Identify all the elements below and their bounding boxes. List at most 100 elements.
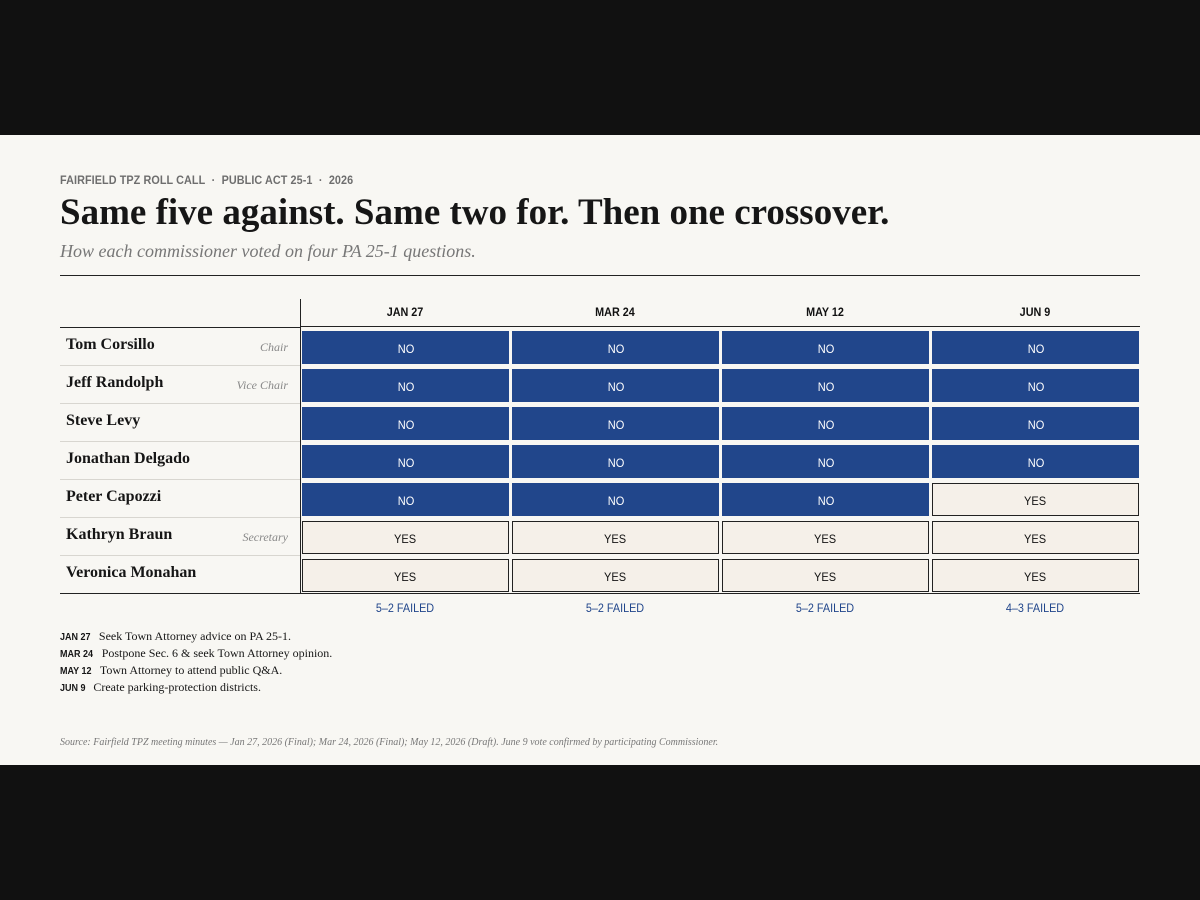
vote-label: YES: [1024, 494, 1047, 508]
vote-cell-no: NO: [302, 483, 509, 516]
vote-cell-yes: YES: [302, 559, 509, 592]
vote-label: YES: [604, 570, 627, 584]
vote-label: NO: [817, 418, 834, 432]
vote-label: NO: [397, 494, 414, 508]
vote-cell-no: NO: [932, 331, 1139, 364]
note-date: JAN 27: [60, 632, 91, 643]
commissioner-name: Steve Levy: [66, 412, 141, 429]
note-text: Seek Town Attorney advice on PA 25-1.: [98, 629, 292, 643]
commissioner-row: Jonathan Delgado: [60, 442, 300, 480]
commissioner-role: Vice Chair: [236, 378, 288, 392]
vote-label: YES: [814, 532, 837, 546]
vote-label: NO: [397, 380, 414, 394]
commissioner-row: Kathryn Braun Secretary: [60, 518, 300, 556]
vote-cell-no: NO: [512, 407, 719, 440]
vote-cell-no: NO: [302, 407, 509, 440]
vote-label: NO: [817, 342, 834, 356]
vote-cell-no: NO: [722, 445, 929, 478]
commissioner-name: Kathryn Braun: [66, 526, 173, 543]
vote-label: NO: [397, 342, 414, 356]
vote-label: NO: [817, 494, 834, 508]
vote-label: YES: [394, 532, 417, 546]
commissioner-role: Secretary: [242, 530, 288, 544]
vote-cell-yes: YES: [932, 483, 1139, 516]
vote-result: 5–2 FAILED: [375, 601, 435, 615]
vote-cell-no: NO: [722, 483, 929, 516]
vote-cell-yes: YES: [722, 521, 929, 554]
column-header: MAY 12: [806, 305, 844, 319]
question-notes: JAN 27 Seek Town Attorney advice on PA 2…: [60, 629, 332, 697]
vote-label: YES: [604, 532, 627, 546]
vote-cell-no: NO: [512, 483, 719, 516]
vote-result: 5–2 FAILED: [585, 601, 645, 615]
commissioner-role: Chair: [259, 340, 288, 354]
commissioner-name: Tom Corsillo: [66, 336, 155, 353]
vote-cell-yes: YES: [722, 559, 929, 592]
vote-cell-no: NO: [722, 331, 929, 364]
vote-label: NO: [1027, 342, 1044, 356]
vote-label: NO: [1027, 418, 1044, 432]
column-header: JAN 27: [386, 305, 424, 319]
vote-label: NO: [397, 418, 414, 432]
vote-result: 5–2 FAILED: [795, 601, 855, 615]
vote-label: NO: [1027, 456, 1044, 470]
vote-label: NO: [607, 494, 624, 508]
vote-cell-no: NO: [512, 369, 719, 402]
commissioner-name: Peter Capozzi: [66, 488, 162, 505]
source-note: Source: Fairfield TPZ meeting minutes — …: [60, 737, 719, 748]
header-divider: [300, 326, 1140, 327]
vote-cell-yes: YES: [932, 521, 1139, 554]
commissioner-row: Peter Capozzi: [60, 480, 300, 518]
note-date: MAY 12: [60, 666, 92, 677]
names-top-divider: [60, 327, 300, 328]
vote-cell-yes: YES: [932, 559, 1139, 592]
vote-label: NO: [607, 418, 624, 432]
commissioner-row: Steve Levy: [60, 404, 300, 442]
vote-label: NO: [607, 456, 624, 470]
page-title: Same five against. Same two for. Then on…: [60, 192, 890, 233]
vote-cell-yes: YES: [302, 521, 509, 554]
vote-cell-no: NO: [932, 407, 1139, 440]
kicker-item: FAIRFIELD TPZ ROLL CALL: [60, 173, 206, 187]
vote-cell-yes: YES: [512, 521, 719, 554]
vote-label: NO: [817, 456, 834, 470]
kicker-separator: ·: [318, 173, 323, 187]
vote-label: NO: [607, 342, 624, 356]
kicker-item: PUBLIC ACT 25-1: [221, 173, 313, 187]
vote-label: NO: [397, 456, 414, 470]
kicker-separator: ·: [211, 173, 216, 187]
note-text: Town Attorney to attend public Q&A.: [99, 663, 283, 677]
question-note: JUN 9 Create parking-protection district…: [60, 680, 332, 697]
vote-cell-no: NO: [512, 445, 719, 478]
kicker: FAIRFIELD TPZ ROLL CALL · PUBLIC ACT 25-1 ·…: [60, 173, 353, 187]
commissioner-row: Veronica Monahan: [60, 556, 300, 594]
vote-cell-no: NO: [302, 331, 509, 364]
commissioner-name: Jeff Randolph: [66, 374, 164, 391]
note-date: MAR 24: [60, 649, 94, 660]
vote-label: NO: [607, 380, 624, 394]
commissioner-name: Veronica Monahan: [66, 564, 197, 581]
vote-cell-no: NO: [932, 445, 1139, 478]
vote-cell-yes: YES: [512, 559, 719, 592]
roll-call-panel: FAIRFIELD TPZ ROLL CALL · PUBLIC ACT 25-1 ·…: [0, 135, 1200, 765]
vote-cell-no: NO: [512, 331, 719, 364]
vote-cell-no: NO: [302, 445, 509, 478]
vote-cell-no: NO: [932, 369, 1139, 402]
vote-label: YES: [1024, 532, 1047, 546]
vote-label: YES: [394, 570, 417, 584]
vote-label: NO: [817, 380, 834, 394]
question-note: MAY 12 Town Attorney to attend public Q&…: [60, 663, 332, 680]
column-header: JUN 9: [1019, 305, 1051, 319]
page-subtitle: How each commissioner voted on four PA 2…: [60, 241, 476, 261]
vote-cell-no: NO: [302, 369, 509, 402]
commissioner-name: Jonathan Delgado: [66, 450, 191, 467]
vote-cell-no: NO: [722, 407, 929, 440]
note-text: Postpone Sec. 6 & seek Town Attorney opi…: [101, 646, 333, 660]
question-note: JAN 27 Seek Town Attorney advice on PA 2…: [60, 629, 332, 646]
vote-label: NO: [1027, 380, 1044, 394]
kicker-item: 2026: [328, 173, 354, 187]
title-divider: [60, 275, 1140, 276]
vote-label: YES: [814, 570, 837, 584]
vote-label: YES: [1024, 570, 1047, 584]
column-header: MAR 24: [595, 305, 635, 319]
